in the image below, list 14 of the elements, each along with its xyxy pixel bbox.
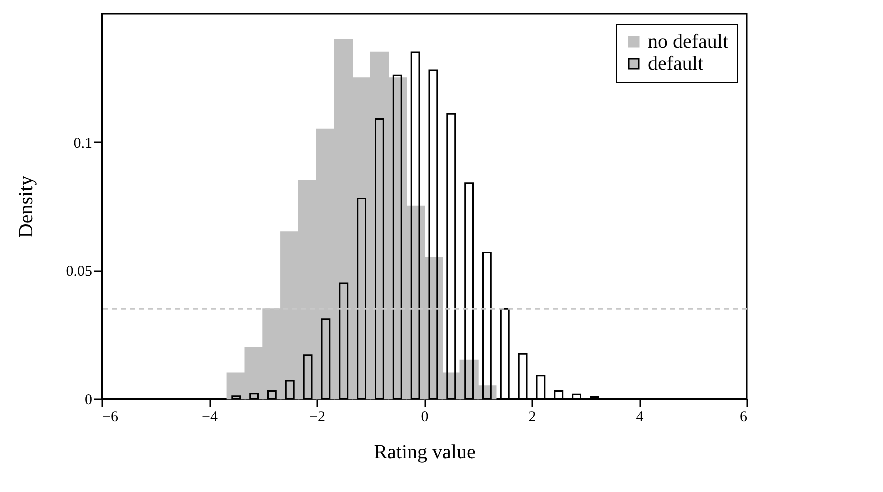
x-tick-label: 4 [636,410,644,426]
y-tick-label: 0.05 [66,264,92,280]
x-tick-label: 0 [421,410,429,426]
y-tick-label: 0 [85,392,92,408]
x-tick-label: −6 [102,410,119,426]
x-tick-label: −4 [202,410,218,426]
legend-label: default [648,53,704,75]
x-tick-label: 2 [528,410,536,426]
y-axis-title: Density [15,176,38,238]
x-tick-label: −2 [310,410,326,426]
legend-label: no default [648,31,729,53]
x-tick-label: 6 [740,410,748,426]
y-tick-label: 0.1 [74,136,92,152]
x-axis-title: Rating value [374,442,476,464]
